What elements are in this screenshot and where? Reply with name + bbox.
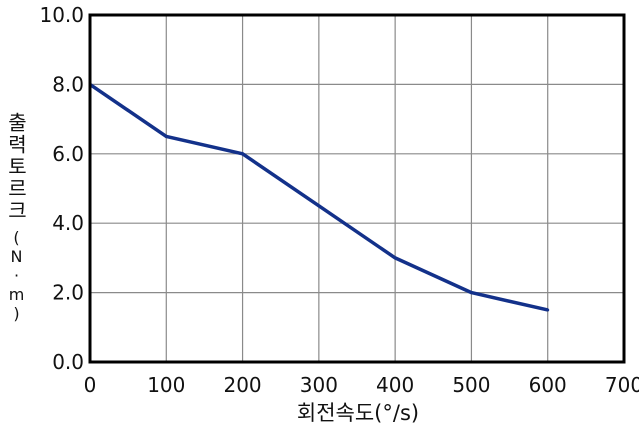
x-tick-label: 300: [300, 373, 338, 397]
grid-lines: [90, 15, 624, 362]
y-axis-label-group: 출력토르크 (N·m): [2, 112, 30, 323]
y-tick-label: 8.0: [52, 72, 84, 96]
data-point: [469, 291, 473, 295]
data-point: [546, 308, 550, 312]
x-tick-label: 500: [452, 373, 490, 397]
data-point: [241, 152, 245, 156]
x-tick-label: 200: [223, 373, 261, 397]
y-tick-label: 10.0: [39, 3, 84, 27]
data-point: [164, 134, 168, 138]
x-tick-label: 0: [84, 373, 97, 397]
x-tick-label: 100: [147, 373, 185, 397]
y-tick-label: 4.0: [52, 211, 84, 235]
plot-frame: [88, 13, 626, 364]
x-tick-label: 700: [605, 373, 639, 397]
y-axis-unit: (N·m): [7, 228, 26, 323]
y-tick-labels: 0.0 2.0 4.0 6.0 8.0 10.0: [39, 3, 84, 374]
x-tick-label: 400: [376, 373, 414, 397]
x-tick-labels: 0 100 200 300 400 500 600 700: [84, 373, 639, 397]
y-tick-label: 2.0: [52, 281, 84, 305]
x-axis-label: 회전속도(°/s): [297, 401, 419, 425]
x-tick-label: 600: [529, 373, 567, 397]
data-point: [317, 204, 321, 208]
data-point: [393, 256, 397, 260]
y-axis-label: 출력토르크: [4, 112, 28, 222]
y-tick-label: 0.0: [52, 350, 84, 374]
y-tick-label: 6.0: [52, 142, 84, 166]
